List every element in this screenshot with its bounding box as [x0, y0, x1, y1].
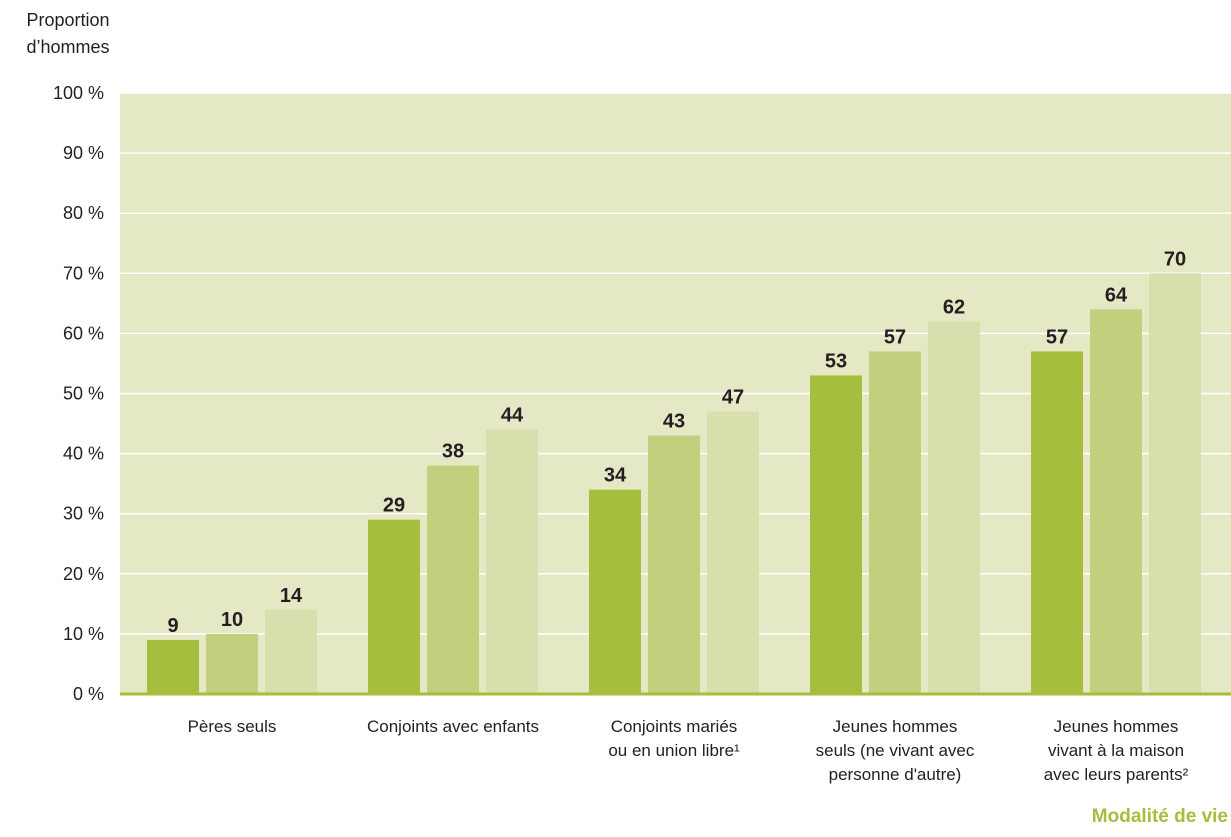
bar-value-label: 62	[943, 296, 965, 318]
y-tick-label: 100 %	[53, 83, 104, 103]
bar	[265, 609, 317, 694]
bar-value-label: 29	[383, 495, 405, 517]
bar	[368, 519, 420, 694]
y-tick-label: 40 %	[63, 444, 104, 464]
bar	[486, 429, 538, 694]
y-tick-label: 20 %	[63, 564, 104, 584]
bar	[869, 351, 921, 694]
bar	[589, 489, 641, 694]
bar	[206, 633, 258, 694]
bar	[707, 411, 759, 694]
x-category-label: avec leurs parents²	[1044, 765, 1189, 784]
bar-value-label: 43	[663, 411, 685, 433]
y-tick-label: 80 %	[63, 203, 104, 223]
x-category-label: Jeunes hommes	[833, 717, 958, 736]
y-tick-label: 10 %	[63, 624, 104, 644]
y-tick-label: 0 %	[73, 684, 104, 704]
bar-value-label: 10	[221, 609, 243, 631]
bar	[1149, 273, 1201, 694]
bar-value-label: 70	[1164, 248, 1186, 270]
bar-value-label: 9	[167, 615, 178, 637]
y-tick-label: 30 %	[63, 504, 104, 524]
bar	[1090, 309, 1142, 694]
bar	[648, 435, 700, 694]
y-tick-label: 50 %	[63, 384, 104, 404]
bar	[928, 321, 980, 694]
bar	[147, 639, 199, 694]
bar-value-label: 53	[825, 350, 847, 372]
bar-value-label: 47	[722, 387, 744, 409]
x-category-label: vivant à la maison	[1048, 741, 1184, 760]
y-axis-label-line-2: d’hommes	[26, 37, 109, 57]
bar-value-label: 64	[1105, 284, 1128, 306]
x-category-label: ou en union libre¹	[608, 741, 740, 760]
y-tick-label: 70 %	[63, 263, 104, 283]
bar	[1031, 351, 1083, 694]
bar-value-label: 57	[884, 326, 906, 348]
bar-value-label: 14	[280, 585, 303, 607]
bar-value-label: 44	[501, 405, 524, 427]
y-tick-label: 90 %	[63, 143, 104, 163]
y-tick-label: 60 %	[63, 323, 104, 343]
y-axis-label-line-1: Proportion	[26, 10, 109, 30]
x-axis-label: Modalité de vie	[1092, 806, 1228, 827]
x-category-label: Jeunes hommes	[1054, 717, 1179, 736]
bar	[427, 465, 479, 694]
bar-value-label: 38	[442, 441, 464, 463]
x-category-label: Conjoints avec enfants	[367, 717, 539, 736]
x-category-label: seuls (ne vivant avec	[816, 741, 975, 760]
x-category-label: Conjoints mariés	[611, 717, 738, 736]
bar	[810, 375, 862, 694]
x-category-label: personne d'autre)	[829, 765, 962, 784]
x-category-label: Pères seuls	[188, 717, 277, 736]
bar-value-label: 34	[604, 465, 627, 487]
bar-value-label: 57	[1046, 326, 1068, 348]
